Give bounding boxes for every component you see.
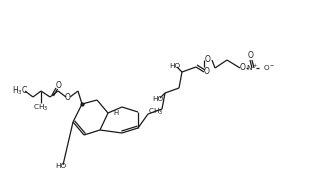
Text: O: O xyxy=(240,63,246,73)
Text: HO: HO xyxy=(152,96,163,102)
Text: O: O xyxy=(56,81,62,90)
Text: CH$_3$: CH$_3$ xyxy=(148,107,163,117)
Text: O$^-$: O$^-$ xyxy=(263,63,275,73)
Text: H$_3$C: H$_3$C xyxy=(12,85,28,97)
Text: HO: HO xyxy=(169,63,180,69)
Text: N$^+$: N$^+$ xyxy=(246,63,258,73)
Text: CH$_3$: CH$_3$ xyxy=(33,103,49,113)
Text: O: O xyxy=(205,55,211,64)
Text: O: O xyxy=(65,93,71,101)
Text: H: H xyxy=(113,110,118,116)
Text: O: O xyxy=(248,51,254,61)
Text: O: O xyxy=(204,68,210,76)
Text: HO: HO xyxy=(55,163,66,169)
